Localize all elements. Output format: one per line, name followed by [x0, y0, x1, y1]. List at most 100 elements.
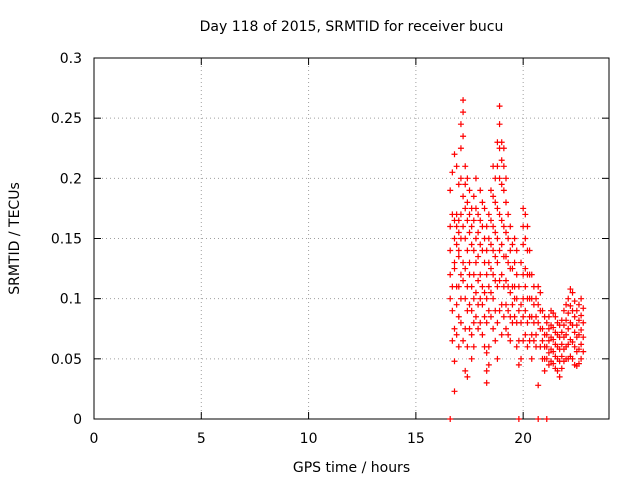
data-point	[560, 307, 567, 314]
data-points	[447, 97, 587, 422]
data-point	[460, 337, 467, 344]
data-point	[492, 199, 499, 206]
data-point	[558, 365, 565, 372]
data-point	[460, 277, 467, 284]
data-point	[522, 265, 529, 272]
data-point	[498, 181, 505, 188]
data-point	[498, 271, 505, 278]
data-point	[485, 361, 492, 368]
data-point	[509, 301, 516, 308]
data-point	[451, 388, 458, 395]
data-point	[515, 283, 522, 290]
data-point	[563, 301, 570, 308]
data-point	[503, 325, 509, 332]
x-axis-label: GPS time / hours	[293, 460, 410, 476]
data-point	[496, 121, 503, 128]
data-point	[518, 259, 525, 266]
data-point	[513, 271, 520, 278]
data-point	[492, 253, 499, 260]
data-point	[494, 163, 501, 170]
data-point	[503, 199, 509, 206]
data-point	[533, 295, 540, 302]
data-point	[460, 223, 467, 230]
data-point	[522, 235, 529, 242]
data-point	[545, 325, 552, 332]
data-point	[494, 205, 501, 212]
data-point	[479, 301, 486, 308]
y-tick-label: 0.1	[60, 292, 82, 308]
data-point	[470, 271, 477, 278]
y-tick-label: 0.3	[60, 51, 82, 67]
data-point	[520, 205, 527, 212]
data-point	[464, 199, 471, 206]
data-point	[505, 331, 512, 338]
data-point	[500, 163, 507, 170]
data-point	[483, 271, 490, 278]
data-point	[490, 325, 497, 332]
data-point	[580, 319, 587, 326]
y-tick-label: 0.25	[51, 111, 82, 127]
data-point	[466, 187, 473, 194]
data-point	[524, 319, 531, 326]
data-point	[494, 235, 501, 242]
data-point	[575, 331, 582, 338]
data-point	[455, 343, 462, 350]
data-point	[447, 187, 454, 194]
data-point	[490, 295, 497, 302]
data-point	[571, 313, 578, 320]
data-point	[494, 319, 501, 326]
data-point	[505, 259, 512, 266]
data-point	[477, 319, 484, 326]
data-point	[451, 325, 458, 332]
data-point	[543, 416, 550, 422]
data-point	[550, 336, 557, 343]
data-point	[472, 289, 479, 296]
data-point	[535, 416, 542, 422]
data-point	[451, 151, 458, 158]
data-point	[571, 329, 578, 336]
data-point	[496, 175, 503, 182]
y-tick-label: 0.05	[51, 352, 82, 368]
data-point	[472, 313, 479, 320]
data-point	[470, 295, 477, 302]
data-point	[526, 247, 533, 254]
data-point	[520, 241, 527, 248]
data-point	[578, 341, 585, 348]
data-point	[453, 301, 460, 308]
data-point	[543, 319, 550, 326]
data-point	[462, 265, 469, 272]
data-point	[503, 277, 509, 284]
data-point	[500, 187, 507, 194]
data-point	[550, 324, 557, 331]
data-point	[496, 307, 503, 314]
data-point	[492, 229, 499, 236]
data-point	[475, 277, 482, 284]
data-point	[518, 301, 525, 308]
data-point	[453, 163, 460, 170]
data-point	[503, 229, 509, 236]
data-point	[470, 193, 477, 200]
data-point	[545, 349, 552, 356]
data-point	[462, 235, 469, 242]
data-point	[505, 235, 512, 242]
data-point	[460, 193, 467, 200]
x-tick-label: 20	[514, 431, 532, 447]
data-point	[468, 307, 475, 314]
data-point	[571, 298, 578, 305]
data-point	[483, 349, 490, 356]
data-point	[494, 283, 501, 290]
data-point	[485, 343, 492, 350]
data-point	[460, 259, 467, 266]
data-point	[457, 175, 464, 182]
data-point	[466, 301, 473, 308]
data-point	[545, 313, 552, 320]
data-point	[507, 247, 514, 254]
y-tick-label: 0.15	[51, 232, 82, 248]
data-point	[475, 325, 482, 332]
data-point	[578, 326, 585, 333]
data-point	[518, 355, 525, 362]
data-point	[573, 322, 580, 329]
data-point	[460, 133, 467, 140]
data-point	[464, 343, 471, 350]
data-point	[462, 367, 469, 374]
